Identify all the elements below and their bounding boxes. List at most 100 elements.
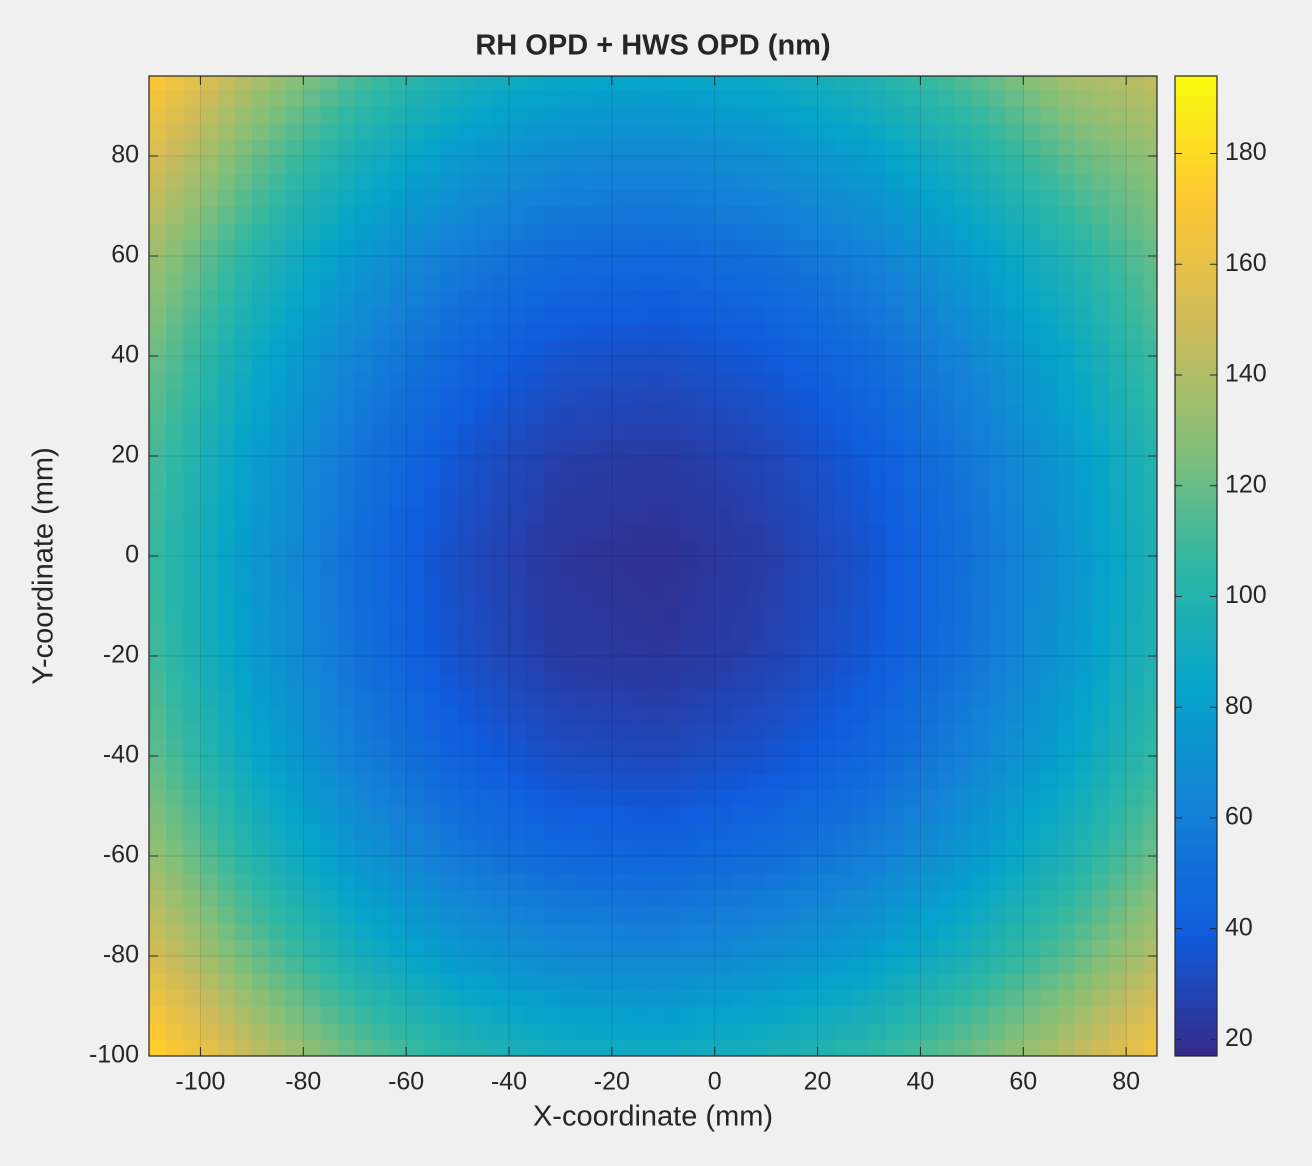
contour-cell [989,189,1007,207]
contour-cell [1023,506,1042,524]
contour-cell [1023,622,1042,640]
contour-cell [783,956,802,974]
contour-cell [1006,939,1024,957]
contour-cell [731,622,750,640]
contour-cell [1109,356,1127,374]
contour-cell [440,789,459,807]
contour-cell [1074,306,1093,324]
contour-cell [234,389,253,407]
y-axis-label: Y-coordinate (mm) [28,447,60,684]
contour-cell [783,822,802,840]
contour-cell [903,189,922,207]
contour-cell [629,972,647,990]
contour-cell [749,172,767,190]
contour-cell [423,639,442,657]
contour-cell [903,1039,922,1056]
contour-cell [509,239,527,257]
contour-cell [663,872,682,890]
contour-cell [817,239,836,257]
contour-cell [697,739,716,757]
contour-cell [491,889,510,907]
contour-cell [629,489,647,507]
contour-cell [200,156,219,174]
contour-cell [577,106,596,124]
contour-cell [611,122,630,140]
contour-cell [1057,606,1076,624]
contour-cell [457,222,476,240]
contour-cell [1143,1039,1157,1056]
contour-cell [646,139,664,157]
contour-cell [851,89,870,107]
contour-cell [1143,322,1157,340]
contour-cell [594,922,613,940]
contour-cell [697,306,716,324]
contour-cell [1126,206,1144,224]
contour-cell [474,206,493,224]
contour-cell [320,1039,339,1056]
contour-cell [303,822,322,840]
contour-cell [1143,922,1157,940]
contour-cell [1023,539,1042,557]
contour-cell [851,572,870,590]
contour-cell [766,206,784,224]
contour-cell [989,372,1007,390]
contour-cell [491,772,510,790]
contour-cell [1040,389,1059,407]
contour-cell [491,589,510,607]
contour-cell [903,239,922,257]
contour-cell [406,522,424,540]
contour-cell [817,589,836,607]
contour-cell [629,622,647,640]
contour-cell [1006,722,1024,740]
contour-cell [337,639,356,657]
contour-cell [869,322,887,340]
contour-cell [1109,1022,1127,1040]
contour-cell [749,872,767,890]
contour-cell [149,872,167,890]
contour-cell [1109,422,1127,440]
contour-cell [1109,172,1127,190]
contour-cell [543,489,562,507]
contour-cell [697,89,716,107]
contour-cell [954,656,973,674]
contour-cell [869,106,887,124]
contour-cell [680,139,699,157]
contour-cell [303,956,322,974]
contour-cell [594,622,613,640]
contour-cell [577,239,596,257]
contour-cell [354,672,373,690]
contour-cell [989,489,1007,507]
contour-cell [1074,539,1093,557]
contour-cell [800,272,819,290]
contour-cell [1057,756,1076,774]
contour-cell [457,139,476,157]
contour-cell [457,539,476,557]
contour-cell [954,89,973,107]
contour-cell [749,722,767,740]
contour-cell [474,789,493,807]
contour-cell [217,222,236,240]
contour-cell [491,406,510,424]
contour-cell [1126,989,1144,1007]
contour-cell [371,306,390,324]
contour-cell [234,589,253,607]
contour-cell [457,739,476,757]
contour-cell [286,589,304,607]
contour-cell [1143,522,1157,540]
contour-cell [766,722,784,740]
contour-cell [697,422,716,440]
contour-cell [1040,272,1059,290]
contour-cell [269,839,287,857]
contour-cell [594,506,613,524]
contour-cell [749,556,767,574]
contour-cell [183,156,202,174]
contour-cell [611,356,630,374]
contour-cell [800,456,819,474]
contour-cell [440,306,459,324]
contour-cell [337,956,356,974]
contour-cell [354,306,373,324]
contour-cell [440,989,459,1007]
contour-cell [697,1006,716,1024]
contour-cell [200,839,219,857]
contour-cell [269,656,287,674]
